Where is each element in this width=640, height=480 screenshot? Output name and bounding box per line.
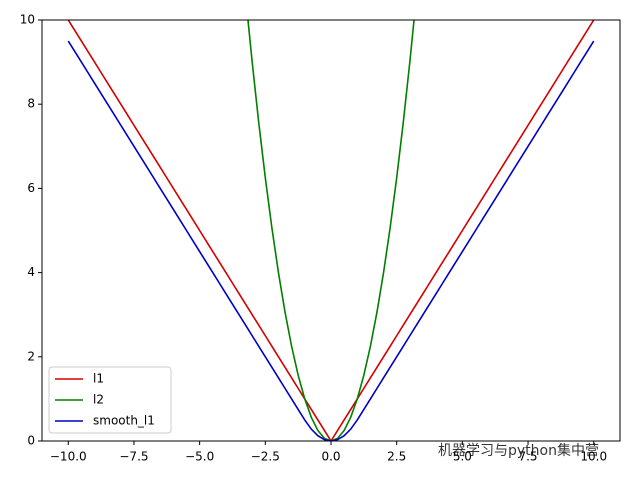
plot-area xyxy=(67,20,595,441)
x-tick-label: −10.0 xyxy=(50,450,87,464)
line-smooth_l1 xyxy=(67,40,595,441)
x-tick-label: 0.0 xyxy=(321,450,340,464)
y-tick-label: 6 xyxy=(27,181,35,195)
y-tick-label: 10 xyxy=(20,13,35,27)
line-l1 xyxy=(67,20,595,441)
legend-label: l2 xyxy=(93,393,104,407)
y-tick-label: 0 xyxy=(27,434,35,448)
y-tick-label: 2 xyxy=(27,349,35,363)
legend-label: l1 xyxy=(93,372,104,386)
x-tick-label: 5.0 xyxy=(453,450,472,464)
legend-box xyxy=(48,366,172,434)
y-tick-label: 8 xyxy=(27,97,35,111)
y-tick-label: 4 xyxy=(27,265,35,279)
x-tick-label: −7.5 xyxy=(119,450,148,464)
x-tick-label: 7.5 xyxy=(518,450,537,464)
x-tick-label: 10.0 xyxy=(580,450,607,464)
x-tick-label: −2.5 xyxy=(251,450,280,464)
x-tick-label: 2.5 xyxy=(387,450,406,464)
watermark: 机器学习与python集中营 xyxy=(438,442,599,459)
axes-frame xyxy=(41,19,621,442)
x-tick-label: −5.0 xyxy=(185,450,214,464)
legend-label: smooth_l1 xyxy=(93,414,155,428)
